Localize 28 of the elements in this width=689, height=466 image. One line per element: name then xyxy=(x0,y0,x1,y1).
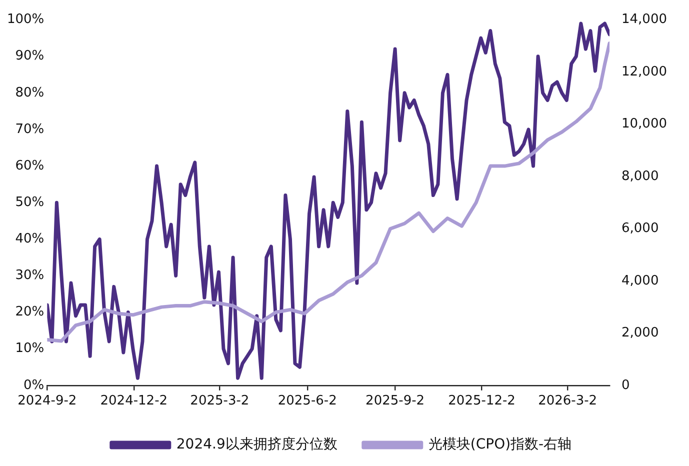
y2-tick-label: 2,000 xyxy=(622,326,659,341)
x-tick-label: 2024-9-2 xyxy=(18,394,77,409)
x-tick-label: 2024-12-2 xyxy=(100,394,168,409)
y-tick-label: 40% xyxy=(15,232,44,247)
y-tick-label: 80% xyxy=(15,85,44,100)
x-tick-label: 2025-9-2 xyxy=(366,394,425,409)
y-tick-label: 30% xyxy=(15,268,44,284)
y2-tick-label: 14,000 xyxy=(622,12,668,28)
y2-tick-label: 4,000 xyxy=(622,273,659,288)
y2-tick-label: 6,000 xyxy=(622,221,659,236)
y-tick-label: 20% xyxy=(15,304,44,320)
y-tick-label: 60% xyxy=(15,158,44,174)
y-tick-label: 70% xyxy=(15,122,44,137)
x-tick-label: 2025-6-2 xyxy=(278,394,337,409)
y2-tick-label: 10,000 xyxy=(622,116,668,132)
y2-tick-label: 0 xyxy=(622,378,630,393)
y2-tick-label: 8,000 xyxy=(622,168,659,184)
y-tick-label: 90% xyxy=(15,48,44,64)
x-tick-label: 2026-3-2 xyxy=(538,394,598,409)
x-tick-label: 2025-3-2 xyxy=(190,394,250,409)
y-tick-label: 0% xyxy=(24,378,44,393)
y-tick-label: 10% xyxy=(15,341,44,356)
x-tick-label: 2025-12-2 xyxy=(448,394,516,409)
legend-label: 光模块(CPO)指数-右轴 xyxy=(428,436,572,453)
y-tick-label: 100% xyxy=(6,12,44,28)
y2-tick-label: 12,000 xyxy=(622,64,668,80)
legend-label: 2024.9以来拥挤度分位数 xyxy=(176,436,338,453)
y-tick-label: 50% xyxy=(15,194,44,210)
